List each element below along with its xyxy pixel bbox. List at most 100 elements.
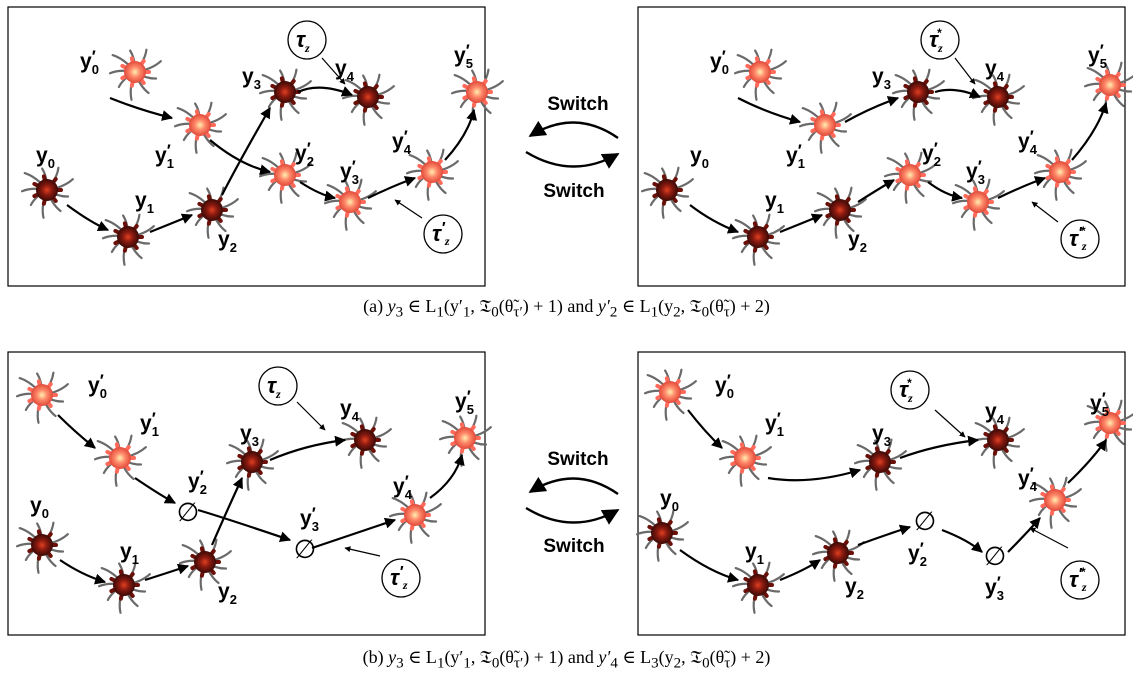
edge-a2-taup-y3p: [1031, 201, 1059, 223]
edge-a1-y3-y4: [297, 86, 354, 97]
cell-a1-y2: [185, 186, 239, 239]
label-a2-y4: y4: [985, 57, 1005, 84]
edge-b2-tau-y4: [934, 409, 966, 438]
label-a2-y5p: y′ 5: [1088, 41, 1107, 71]
edge-b2-taup-y4p: [1029, 527, 1069, 549]
tau-node-a2: τz*: [920, 20, 960, 60]
svg-text:τz*: τz*: [899, 376, 913, 405]
cell-b2-y5p: [1083, 399, 1133, 452]
cell-a1-y0p: [108, 48, 162, 101]
tau-node-a1: τz: [287, 20, 327, 60]
label-a2-y1p: y′ 1: [786, 141, 805, 171]
label-b1-y1p: y′ 1: [140, 409, 159, 439]
label-b2-y3p: y′ 3: [985, 573, 1004, 603]
label-a1-y5p: y′ 5: [454, 41, 473, 71]
edge-b1-y1-y2: [144, 563, 190, 582]
label-a2-y3p: y′ 3: [966, 157, 985, 187]
empty-node-b2-y2p: ∅: [914, 506, 937, 536]
svg-text:τ′z*: τ′z*: [1069, 224, 1087, 253]
cell-a1-y5p: [450, 68, 504, 121]
cell-a1-y3p: [323, 178, 377, 231]
cell-b1-y1p: [93, 434, 147, 487]
edge-b1-y1p-e2: [134, 477, 176, 504]
edge-a1-y0-y1: [66, 204, 110, 232]
label-b2-y2: y2: [845, 575, 864, 602]
edge-a1-y2p-y3p: [299, 181, 337, 202]
label-b2-y0p: y′ 0: [715, 371, 734, 401]
label-a1-y0p: y′ 0: [80, 47, 99, 77]
edge-a2-y0-y1: [689, 204, 740, 234]
edge-b2-y1p-y3: [767, 467, 862, 482]
edge-b1-y0p-y1p: [57, 414, 96, 449]
edge-b1-e3-y4p: [311, 517, 397, 550]
edge-a1-y2-y3: [221, 107, 271, 196]
cell-a1-y4: [341, 73, 395, 126]
label-a2-y1: y1: [765, 189, 784, 216]
svg-text:τz*: τz*: [929, 26, 943, 55]
edge-a2-y4p-y5p: [1071, 101, 1109, 161]
caption-b: (b) y3 ∈ L1(y′1, 𝔗0(θ̃τ′) + 1) and y′4 ∈…: [362, 647, 771, 672]
label-a1-y3p: y′ 3: [340, 157, 359, 187]
edge-a1-taup-y3p: [394, 199, 423, 219]
label-a2-y2: y2: [848, 228, 867, 255]
cell-b1-y0: [15, 521, 69, 574]
cell-b1-y4: [338, 416, 392, 469]
cell-b1-y3: [225, 438, 279, 491]
cell-a1-y2p: [258, 151, 312, 204]
label-b2-y1p: y′ 1: [765, 409, 784, 439]
cell-b2-y1p: [718, 434, 772, 487]
cell-b2-y1: [731, 561, 785, 614]
cell-a2-y2: [813, 186, 867, 239]
edge-b2-y4p-y5p: [1067, 439, 1107, 484]
tau-prime-node-b1: τ′z: [381, 558, 421, 598]
switch-arrow-top-b: [528, 476, 619, 495]
label-a1-y1p: y′ 1: [155, 141, 174, 171]
caption-a: (a) y3 ∈ L1(y′1, 𝔗0(θ̃τ′) + 1) and y′2 ∈…: [363, 296, 770, 321]
edge-b1-y0-y1: [59, 559, 107, 585]
cell-a2-y0p: [733, 48, 787, 101]
label-b1-y2p: y′ 2: [188, 467, 207, 497]
label-b1-y2: y2: [218, 580, 237, 607]
label-a2-y4p: y′ 4: [1018, 127, 1038, 157]
edge-a2-y3p-y4p: [997, 176, 1047, 199]
label-b2-y1: y1: [745, 540, 764, 567]
label-a1-y4: y4: [335, 57, 355, 84]
edge-b2-y2-e2: [857, 524, 912, 547]
cell-b2-y3: [853, 438, 907, 491]
edge-b2-e3-y4p: [1007, 517, 1041, 553]
cell-a1-y1: [101, 213, 155, 266]
label-a2-y0: y0: [690, 144, 709, 171]
label-b1-y5p: y′ 5: [455, 387, 474, 417]
label-b1-y0: y0: [30, 494, 49, 521]
label-b1-y3: y3: [240, 422, 259, 449]
switch-label-top-a: Switch: [547, 94, 608, 115]
switch-arrow-bottom-a: [525, 150, 620, 169]
edge-b1-e2-e3: [197, 508, 292, 543]
label-a2-y0p: y′ 0: [710, 47, 729, 77]
label-b2-y4: y4: [985, 400, 1005, 427]
svg-text:τ′z*: τ′z*: [1069, 565, 1087, 594]
tau-prime-node-b2: τ′z*: [1060, 560, 1100, 600]
cell-a2-y3: [891, 68, 945, 121]
tau-prime-node-a1: τ′z: [423, 214, 463, 254]
tau-node-b1: τz: [258, 366, 298, 406]
cell-b2-y0: [635, 509, 689, 562]
edge-a2-tau-y4: [954, 57, 976, 85]
edge-a2-y1-y2: [779, 213, 824, 234]
switch-arrow-top-a: [528, 120, 619, 139]
empty-node-b1-y3p: ∅: [294, 534, 317, 564]
cell-a2-y5p: [1083, 61, 1133, 114]
edge-a2-y3-y4: [934, 87, 982, 99]
cell-a2-y3p: [951, 178, 1005, 231]
switch-arrow-bottom-b: [525, 506, 620, 525]
edge-a1-y4p-y5p: [444, 108, 478, 161]
label-a2-y3: y3: [872, 65, 891, 92]
edge-b1-y3-y4: [269, 435, 347, 462]
empty-node-b1-y2p: ∅: [177, 497, 200, 527]
cell-b1-y0p: [15, 371, 69, 424]
label-a1-y3: y3: [242, 65, 261, 92]
label-b1-y3p: y′ 3: [300, 504, 319, 534]
label-b1-y4: y4: [340, 397, 360, 424]
label-a1-y2p: y′ 2: [295, 139, 314, 169]
